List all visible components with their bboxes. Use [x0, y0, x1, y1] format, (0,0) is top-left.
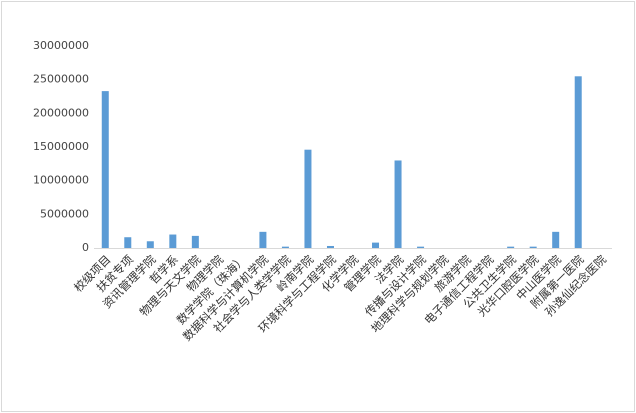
- y-tick-label: 10000000: [33, 174, 89, 187]
- bar: [146, 241, 154, 248]
- bar: [304, 149, 312, 248]
- y-tick-label: 20000000: [33, 106, 89, 119]
- bar: [259, 231, 267, 248]
- bar: [507, 246, 515, 248]
- bar: [101, 91, 109, 248]
- y-tick-label: 5000000: [40, 207, 89, 220]
- bar: [417, 246, 425, 248]
- bar: [281, 246, 289, 248]
- y-tick-label: 15000000: [33, 140, 89, 153]
- bar: [552, 231, 560, 248]
- bar: [191, 235, 199, 248]
- bar: [326, 245, 334, 248]
- bar: [574, 76, 582, 248]
- bar: [124, 237, 132, 248]
- y-tick-label: 25000000: [33, 73, 89, 86]
- bar: [394, 160, 402, 248]
- bar: [529, 246, 537, 248]
- bar: [169, 234, 177, 248]
- y-tick-label: 30000000: [33, 39, 89, 52]
- y-tick-label: 0: [82, 241, 89, 254]
- bar: [372, 242, 380, 248]
